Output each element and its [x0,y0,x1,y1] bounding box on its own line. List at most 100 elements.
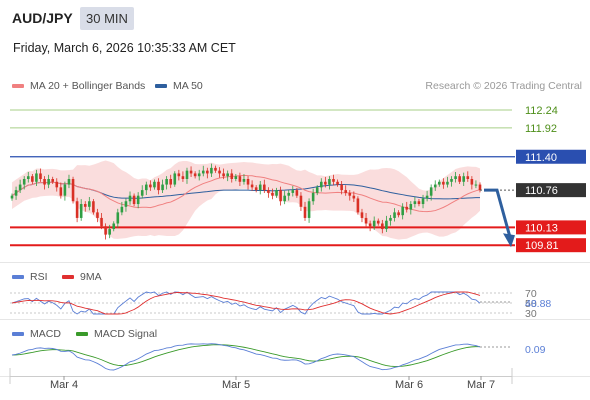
resistance-tag [516,149,586,164]
candle-body [397,212,400,216]
forecast-arrowhead [503,233,515,248]
candle-body [193,173,197,177]
candle-body [132,195,136,205]
candle-body [258,184,262,191]
candle-body [263,184,266,191]
candle-body [446,181,449,185]
candle-body [381,223,384,230]
rsi-level-label: 30 [525,308,537,320]
candle-body [389,217,392,221]
time-tick-label: Mar 5 [222,379,250,391]
legend-macd-signal: MACD Signal [76,328,157,340]
support-label: 110.13 [525,222,558,234]
candle-body [161,184,164,191]
candle-body [368,223,372,227]
legend-rsi9ma-swatch [62,275,74,279]
candle-body [413,201,417,205]
candle-body [88,201,91,207]
candle-body [18,184,22,191]
candle-body [67,179,71,185]
macd-signal-line [11,344,481,367]
legend-macd-swatch [12,332,24,336]
time-tick-label: Mar 7 [467,379,495,391]
candle-body [433,184,437,188]
time-tick-label: Mar 4 [50,379,78,391]
legend-ma20: MA 20 + Bollinger Bands [12,80,145,92]
candle-body [31,176,34,182]
candle-body [246,179,250,185]
candle-body [299,195,303,207]
candle-body [210,167,213,174]
current-price-label: 110.76 [525,185,558,197]
candle-body [376,220,380,224]
candle-body [393,212,396,218]
candle-body [165,179,168,185]
candle-body [185,170,189,179]
candle-body [275,190,278,196]
legend-rsi: RSI [12,271,48,283]
candle-body [417,201,421,205]
candle-body [173,173,177,185]
candle-body [344,190,348,193]
candle-body [14,190,18,196]
candle-body [360,212,364,218]
rsi-level-label: 70 [525,288,537,300]
legend-ma50-label: MA 50 [173,80,203,92]
candle-body [169,179,173,185]
candle-body [315,187,319,193]
candle-body [462,176,466,182]
candle-body [218,170,221,174]
candle-body [442,181,445,185]
candle-body [267,190,270,193]
candle-body [319,181,323,188]
candle-body [157,181,160,191]
candle-body [429,187,433,196]
candle-body [39,173,42,179]
candle-body [226,173,229,177]
legend-rsi-swatch [12,275,24,279]
candle-body [112,223,116,230]
candle-body [287,192,291,196]
candle-body [324,181,327,185]
legend-macd-label: MACD [30,328,61,340]
legend-ma50-swatch [155,84,167,88]
candle-body [104,226,107,235]
candle-body [144,184,148,191]
resistance-label: 111.40 [525,152,557,164]
resistance-label: 111.92 [525,123,557,135]
candle-body [181,176,185,179]
legend-rsi9ma: 9MA [62,271,102,283]
forecast-arrow [484,188,512,238]
candle-body [250,184,254,188]
legend-rsi9ma-label: 9MA [80,271,102,283]
current-price-tag [516,183,586,198]
time-tick-label: Mar 6 [395,379,423,391]
candle-body [401,206,404,216]
candle-body [214,167,217,171]
candle-body [128,195,132,202]
macd-line [11,343,481,371]
candle-body [230,173,234,179]
candle-body [71,179,75,202]
candle-body [96,212,99,218]
candle-body [279,190,282,202]
candle-body [311,192,315,202]
candle-body [43,179,46,185]
candle-body [140,190,144,196]
candle-body [409,204,413,210]
candle-body [372,220,376,227]
candle-body [425,195,429,199]
candle-body [206,170,209,174]
candle-body [47,179,50,185]
candle-body [242,179,246,182]
candle-body [364,217,368,224]
candle-body [474,184,478,186]
timeframe-badge[interactable]: 30 MIN [80,7,134,30]
candle-body [83,204,87,207]
legend-rsi-label: RSI [30,271,48,283]
candle-body [124,201,128,207]
candle-body [10,195,14,199]
legend-ma50: MA 50 [155,80,203,92]
candle-body [177,173,181,177]
candle-body [405,206,409,210]
